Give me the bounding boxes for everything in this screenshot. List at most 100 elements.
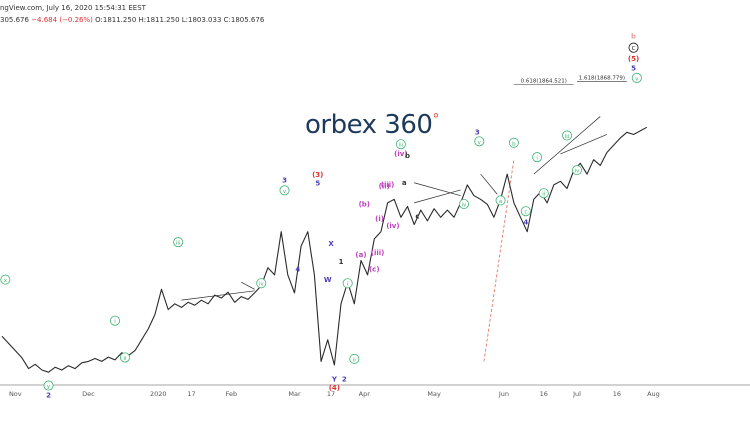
wave-label-circle <box>628 42 639 53</box>
wave-label: (iii) <box>371 249 385 257</box>
chart-header-info: ngView.com, July 16, 2020 15:54:31 EEST <box>0 4 146 12</box>
last-price: 305.676 <box>0 16 29 24</box>
wave-label-circle <box>562 130 573 141</box>
wave-label: iii <box>399 143 404 149</box>
wave-label: i <box>347 282 349 288</box>
wave-label: iii <box>565 134 570 140</box>
wave-label-circle <box>110 315 121 326</box>
wave-label: (ii) <box>379 182 390 190</box>
wave-label: ii <box>542 192 546 198</box>
wave-label-circle <box>0 274 11 285</box>
wave-label: b <box>631 33 636 41</box>
x-tick-label: Apr <box>359 390 371 398</box>
wave-label-circle <box>495 195 506 206</box>
x-tick-label: Aug <box>647 390 660 398</box>
wave-label: x <box>4 278 8 284</box>
x-tick-label: May <box>427 390 441 398</box>
wave-label: v <box>635 76 639 82</box>
logo-text: orbex 360 <box>305 110 433 140</box>
wave-guide-line <box>414 189 461 204</box>
x-tick-label: Jul <box>572 390 581 398</box>
wave-label: iv <box>575 169 581 175</box>
wave-label: 5 <box>631 64 636 72</box>
wave-label: 3 <box>475 128 480 136</box>
wave-label: iv <box>259 282 265 288</box>
wave-label-circle <box>508 137 519 148</box>
wave-label: (a) <box>355 251 366 259</box>
wave-label-circle <box>395 139 406 150</box>
wave-label-circle <box>43 380 54 391</box>
wave-label: ii <box>123 356 127 362</box>
wave-label: a <box>402 179 407 187</box>
price-line <box>1 126 648 373</box>
wave-label: (i) <box>375 215 384 223</box>
wave-label: 5 <box>315 180 320 188</box>
wave-label-circle <box>173 237 184 248</box>
wave-guide-line <box>241 281 255 290</box>
wave-label: i <box>114 319 116 325</box>
x-tick-label: Feb <box>226 390 238 398</box>
x-tick-label: 16 <box>540 390 548 398</box>
projection-dashed-line <box>483 159 515 362</box>
wave-label-circle <box>459 198 470 209</box>
wave-label: c <box>524 210 527 216</box>
wave-label: 1 <box>339 258 344 266</box>
wave-label-circle <box>631 72 642 83</box>
wave-label-circle <box>532 152 543 163</box>
wave-label: v <box>283 189 287 195</box>
wave-label-circle <box>256 278 267 289</box>
wave-guide-line <box>414 182 461 197</box>
wave-label: 2 <box>342 376 347 384</box>
wave-guide-line <box>181 290 255 301</box>
wave-guide-line <box>480 173 498 195</box>
wave-label: (4) <box>329 384 340 392</box>
wave-label-circle <box>520 206 531 217</box>
wave-label-circle <box>342 278 353 289</box>
logo-degree: ° <box>432 111 439 128</box>
wave-label: (b) <box>359 201 370 209</box>
wave-label: v <box>478 140 482 146</box>
wave-label: ii <box>353 357 357 363</box>
wave-label: y <box>47 384 51 390</box>
wave-label: 4 <box>295 265 300 273</box>
wave-label: (3) <box>312 171 323 179</box>
x-tick-label: Jun <box>498 390 509 398</box>
wave-label-circle <box>349 353 360 364</box>
wave-label-circle <box>279 185 290 196</box>
wave-label-circle <box>572 165 583 176</box>
x-tick-label: 17 <box>327 390 335 398</box>
wave-label-circle <box>119 352 130 363</box>
wave-label-circle <box>538 188 549 199</box>
wave-label: 4 <box>523 219 528 227</box>
orbex-logo: orbex 360° <box>305 110 439 140</box>
chart-ohlc-info: 305.676 −4.684 (−0.26%) O:1811.250 H:181… <box>0 16 264 24</box>
wave-label: a <box>499 199 502 205</box>
wave-label: (5) <box>628 55 639 63</box>
x-tick-label: 2020 <box>150 390 167 398</box>
wave-label: i <box>536 156 538 162</box>
wave-guide-line <box>533 116 601 175</box>
wave-label: (iv) <box>394 150 407 158</box>
wave-label: C <box>632 46 636 52</box>
wave-label: 2 <box>46 391 51 399</box>
x-tick-label: Dec <box>82 390 95 398</box>
wave-label-circle <box>474 136 485 147</box>
wave-label: iv <box>462 203 468 209</box>
price-change: −4.684 (−0.26%) <box>31 16 93 24</box>
x-tick-label: 17 <box>187 390 195 398</box>
wave-label: Y <box>331 376 338 384</box>
fib-level-label: 0.618(1864.521) <box>521 78 567 84</box>
wave-label: iii <box>176 241 181 247</box>
fib-level-label: 1.618(1868.779) <box>579 75 625 81</box>
x-tick-label: Nov <box>9 390 22 398</box>
wave-label: b <box>405 152 410 160</box>
wave-label: X <box>328 240 334 248</box>
wave-label: 3 <box>282 177 287 185</box>
x-tick-label: 16 <box>613 390 621 398</box>
x-tick-label: Mar <box>288 390 301 398</box>
wave-label: (c) <box>369 265 380 273</box>
ohlc-values: O:1811.250 H:1811.250 L:1803.033 C:1805.… <box>95 16 265 24</box>
wave-label: b <box>512 141 516 147</box>
